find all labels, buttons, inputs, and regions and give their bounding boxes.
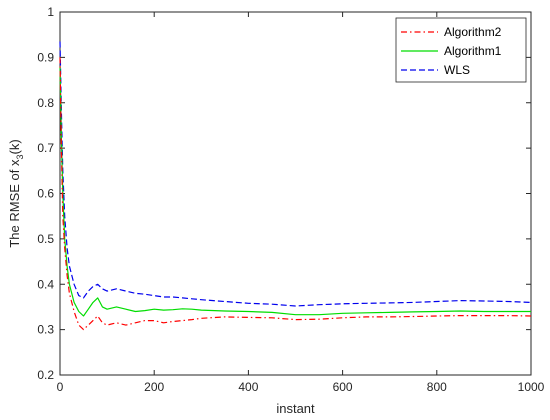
y-axis-label-tail: (k): [7, 139, 22, 154]
y-tick-label: 1: [47, 5, 54, 19]
y-axis-label: The RMSE of x3(k): [7, 139, 25, 247]
x-axis-ticks: 0 200 400 600 800 1000: [57, 12, 545, 394]
y-tick-label: 0.6: [37, 187, 54, 201]
series-line-algorithm2: [59, 57, 532, 331]
y-tick-label: 0.8: [37, 96, 54, 110]
y-tick-label: 0.7: [37, 141, 54, 155]
x-axis-label: instant: [276, 401, 315, 416]
legend-label-algorithm1: Algorithm1: [444, 44, 502, 58]
y-tick-label: 0.2: [37, 368, 54, 382]
legend-label-algorithm2: Algorithm2: [444, 25, 502, 39]
y-tick-label: 0.4: [37, 277, 54, 291]
y-tick-label: 0.3: [37, 323, 54, 337]
x-tick-label: 600: [333, 380, 353, 394]
x-tick-label: 1000: [518, 380, 545, 394]
y-tick-label: 0.5: [37, 232, 54, 246]
y-axis-label-main: The RMSE of x: [7, 159, 22, 248]
y-axis-ticks: 0.2 0.3 0.4 0.5 0.6 0.7 0.8 0.9 1: [37, 5, 531, 382]
legend: Algorithm2 Algorithm1 WLS: [395, 17, 527, 83]
x-tick-label: 800: [427, 380, 447, 394]
x-tick-label: 200: [144, 380, 164, 394]
series-line-algorithm1: [59, 66, 531, 317]
y-tick-label: 0.9: [37, 50, 54, 64]
series-line-wls: [59, 41, 532, 307]
legend-label-wls: WLS: [444, 63, 470, 77]
series-layer: [59, 41, 532, 331]
legend-box: [395, 17, 527, 83]
x-tick-label: 0: [57, 380, 64, 394]
y-axis-label-subscript: 3: [15, 155, 25, 160]
x-tick-label: 400: [238, 380, 258, 394]
